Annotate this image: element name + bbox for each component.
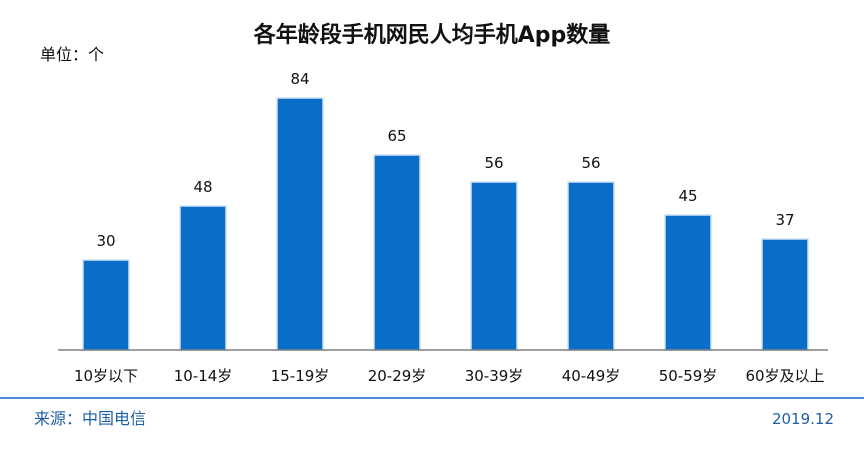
bar-3 (373, 154, 421, 351)
value-label-5: 56 (581, 154, 600, 172)
chart-title: 各年龄段手机网民人均手机App数量 (253, 22, 611, 48)
category-label-0: 10岁以下 (74, 367, 138, 385)
bar-6 (664, 214, 712, 351)
category-label-1: 10-14岁 (174, 367, 233, 385)
bar-1 (179, 205, 227, 351)
value-label-7: 37 (775, 211, 794, 229)
category-label-4: 30-39岁 (465, 367, 524, 385)
value-label-1: 48 (193, 178, 212, 196)
value-labels-group: 30 48 84 65 56 56 45 37 (96, 70, 794, 250)
value-label-0: 30 (96, 232, 115, 250)
bars-group (82, 97, 809, 351)
category-label-6: 50-59岁 (659, 367, 718, 385)
source-text: 来源：中国电信 (34, 409, 146, 428)
category-label-3: 20-29岁 (368, 367, 427, 385)
value-label-4: 56 (484, 154, 503, 172)
bar-2 (276, 97, 324, 351)
bar-0 (82, 259, 130, 351)
category-label-5: 40-49岁 (562, 367, 621, 385)
bar-5 (567, 181, 615, 351)
value-label-6: 45 (678, 187, 697, 205)
value-label-3: 65 (387, 127, 406, 145)
category-labels-group: 10岁以下 10-14岁 15-19岁 20-29岁 30-39岁 40-49岁 50-59… (74, 367, 825, 385)
category-label-2: 15-19岁 (271, 367, 330, 385)
date-text: 2019.12 (772, 410, 834, 428)
bar-7 (761, 238, 809, 351)
category-label-7: 60岁及以上 (745, 367, 824, 385)
unit-label: 单位：个 (40, 45, 104, 64)
bar-4 (470, 181, 518, 351)
value-label-2: 84 (290, 70, 309, 88)
